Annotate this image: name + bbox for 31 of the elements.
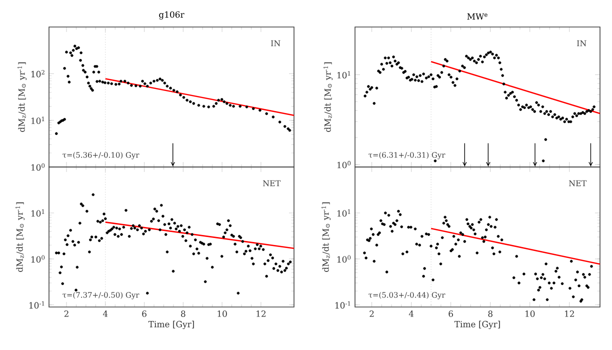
- x-tick-label: 8: [181, 310, 186, 317]
- y-tick-label: 10$^{0}$: [31, 163, 45, 171]
- chart-title: MW$^{e}$: [467, 13, 488, 20]
- x-tick-label: 2: [370, 310, 374, 317]
- x-tick-label: 6: [448, 310, 453, 317]
- y-axis-title: dM$_{z}$/dt [M$_{⊙}$ yr$^{-1}$]: [322, 202, 331, 272]
- y-tick-label: 10$^{1}$: [31, 209, 44, 217]
- y-tick-label: 10$^{-1}$: [335, 301, 350, 309]
- x-tick-label: 4: [102, 310, 108, 317]
- y-tick-label: 10$^{0}$: [337, 160, 351, 168]
- x-tick-label: 12: [565, 310, 574, 317]
- y-axis-title: dM$_{z}$/dt [M$_{⊙}$ yr$^{-1}$]: [15, 202, 25, 272]
- y-tick-label: 10$^{2}$: [31, 70, 44, 78]
- y-axis-title: dM$_{z}$/dt [M$_{⊙}$ yr$^{-1}$]: [18, 62, 27, 132]
- y-tick-label: 10$^{-1}$: [29, 301, 44, 309]
- y-tick-label: 10$^{0}$: [337, 255, 351, 263]
- x-axis-title: Time [Gyr]: [148, 320, 194, 330]
- x-tick-label: 10: [218, 310, 227, 317]
- y-tick-label: 10$^{0}$: [31, 255, 45, 263]
- x-tick-label: 10: [526, 310, 535, 317]
- y-axis-title: dM$_{z}$/dt [M$_{⊙}$ yr$^{-1}$]: [324, 62, 333, 132]
- x-tick-label: 2: [64, 310, 68, 317]
- y-tick-label: 10$^{1}$: [337, 209, 350, 217]
- y-tick-label: 10$^{1}$: [337, 71, 350, 78]
- x-axis-title: Time [Gyr]: [454, 320, 500, 330]
- chart-title: g106r: [159, 11, 184, 20]
- x-tick-label: 4: [408, 310, 414, 317]
- y-tick-label: 10$^{1}$: [31, 116, 44, 124]
- x-tick-label: 12: [256, 310, 266, 317]
- x-tick-label: 8: [488, 310, 492, 317]
- x-tick-label: 6: [142, 310, 146, 317]
